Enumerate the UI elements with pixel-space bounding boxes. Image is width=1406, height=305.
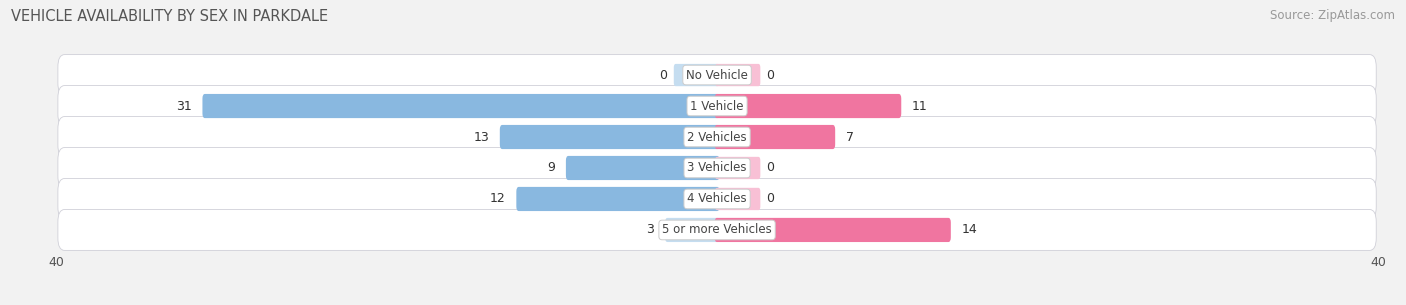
FancyBboxPatch shape bbox=[716, 157, 761, 179]
Legend: Male, Female: Male, Female bbox=[643, 303, 792, 305]
Text: 3: 3 bbox=[647, 224, 654, 236]
Text: No Vehicle: No Vehicle bbox=[686, 69, 748, 81]
FancyBboxPatch shape bbox=[565, 156, 720, 180]
FancyBboxPatch shape bbox=[516, 187, 720, 211]
FancyBboxPatch shape bbox=[58, 178, 1376, 219]
Text: 0: 0 bbox=[766, 69, 775, 81]
Text: 14: 14 bbox=[962, 224, 977, 236]
FancyBboxPatch shape bbox=[665, 218, 720, 242]
Text: 0: 0 bbox=[659, 69, 668, 81]
Text: 1 Vehicle: 1 Vehicle bbox=[690, 99, 744, 113]
Text: VEHICLE AVAILABILITY BY SEX IN PARKDALE: VEHICLE AVAILABILITY BY SEX IN PARKDALE bbox=[11, 9, 329, 24]
FancyBboxPatch shape bbox=[714, 218, 950, 242]
Text: 0: 0 bbox=[766, 161, 775, 174]
Text: 0: 0 bbox=[766, 192, 775, 206]
FancyBboxPatch shape bbox=[202, 94, 720, 118]
Text: 4 Vehicles: 4 Vehicles bbox=[688, 192, 747, 206]
Text: 7: 7 bbox=[846, 131, 853, 144]
Text: 13: 13 bbox=[474, 131, 489, 144]
Text: 5 or more Vehicles: 5 or more Vehicles bbox=[662, 224, 772, 236]
FancyBboxPatch shape bbox=[58, 210, 1376, 250]
FancyBboxPatch shape bbox=[716, 188, 761, 210]
FancyBboxPatch shape bbox=[58, 117, 1376, 157]
Text: 9: 9 bbox=[547, 161, 555, 174]
FancyBboxPatch shape bbox=[58, 86, 1376, 127]
Text: 31: 31 bbox=[176, 99, 191, 113]
FancyBboxPatch shape bbox=[673, 64, 718, 86]
Text: 2 Vehicles: 2 Vehicles bbox=[688, 131, 747, 144]
Text: 12: 12 bbox=[489, 192, 506, 206]
Text: 11: 11 bbox=[912, 99, 928, 113]
FancyBboxPatch shape bbox=[714, 125, 835, 149]
FancyBboxPatch shape bbox=[499, 125, 720, 149]
Text: Source: ZipAtlas.com: Source: ZipAtlas.com bbox=[1270, 9, 1395, 22]
Text: 3 Vehicles: 3 Vehicles bbox=[688, 161, 747, 174]
FancyBboxPatch shape bbox=[716, 64, 761, 86]
FancyBboxPatch shape bbox=[714, 94, 901, 118]
FancyBboxPatch shape bbox=[58, 148, 1376, 188]
FancyBboxPatch shape bbox=[58, 55, 1376, 95]
